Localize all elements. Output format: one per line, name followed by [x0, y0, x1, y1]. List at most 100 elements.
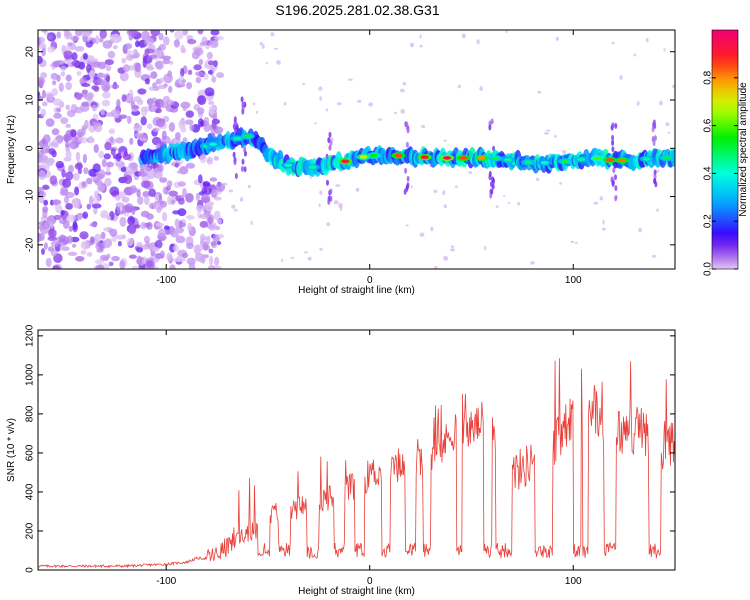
noise-cell: [319, 247, 323, 251]
noise-cell: [656, 208, 659, 212]
noise-cell: [198, 174, 203, 184]
noise-cell: [77, 136, 82, 143]
streak-cell: [611, 139, 615, 146]
noise-cell: [102, 91, 111, 99]
noise-cell: [163, 73, 173, 84]
ridge-hotspot-core: [359, 155, 368, 159]
noise-cell: [115, 234, 126, 240]
noise-cell: [357, 99, 362, 103]
noise-cell: [92, 163, 101, 173]
noise-cell: [40, 147, 50, 154]
noise-cell: [137, 134, 147, 139]
noise-cell: [140, 221, 147, 230]
noise-cell: [67, 42, 73, 47]
streak-cell: [488, 170, 492, 177]
noise-cell: [156, 49, 164, 58]
noise-cell: [105, 112, 115, 117]
noise-cell: [105, 75, 111, 83]
noise-cell: [574, 241, 578, 244]
noise-cell: [209, 177, 218, 182]
noise-cell: [98, 150, 105, 159]
noise-cell: [60, 71, 66, 77]
ridge-hotspot-core: [605, 158, 614, 162]
noise-cell: [79, 231, 89, 240]
noise-cell: [259, 41, 263, 46]
noise-cell: [663, 48, 666, 52]
noise-cell: [133, 124, 143, 132]
noise-cell: [65, 123, 71, 128]
noise-cell: [100, 108, 105, 116]
noise-cell: [140, 180, 151, 188]
noise-cell: [336, 102, 342, 106]
noise-cell: [59, 234, 66, 242]
noise-cell: [187, 222, 193, 232]
noise-cell: [95, 243, 106, 251]
noise-cell: [213, 210, 221, 221]
noise-cell: [152, 127, 160, 133]
noise-cell: [88, 57, 99, 63]
noise-cell: [168, 122, 176, 132]
noise-cell: [42, 184, 50, 190]
noise-cell: [82, 211, 89, 219]
ridge-hotspot-core: [308, 165, 317, 169]
noise-cell: [198, 58, 204, 66]
noise-cell: [76, 71, 82, 76]
noise-cell: [116, 98, 121, 108]
noise-cell: [200, 233, 206, 243]
noise-cell: [56, 107, 62, 113]
streak-cell: [406, 127, 410, 134]
noise-cell: [206, 235, 211, 245]
noise-cell: [207, 216, 213, 225]
bottom-ylabel: SNR (10 * v/v): [6, 418, 17, 482]
noise-cell: [405, 224, 409, 227]
bottom-xtick-label: 100: [565, 576, 582, 587]
noise-cell: [43, 199, 49, 206]
noise-cell: [98, 61, 107, 70]
noise-cell: [128, 89, 134, 98]
noise-cell: [333, 200, 339, 205]
noise-cell: [126, 30, 136, 37]
streak-cell: [403, 188, 407, 195]
noise-cell: [505, 30, 508, 34]
noise-cell: [154, 240, 163, 249]
noise-cell: [146, 213, 154, 220]
noise-cell: [43, 242, 48, 250]
noise-cell: [186, 242, 194, 250]
noise-cell: [166, 252, 173, 261]
streak-cell: [327, 137, 331, 144]
noise-cell: [197, 118, 204, 128]
streak-cell: [614, 195, 618, 202]
top-ytick-label: 20: [25, 46, 36, 58]
noise-cell: [129, 137, 134, 145]
noise-cell: [86, 203, 92, 210]
streak-cell: [406, 175, 410, 182]
noise-cell: [175, 132, 181, 140]
noise-cell: [66, 150, 72, 160]
ridge-hotspot-core: [504, 158, 513, 162]
top-xtick-label: -100: [156, 275, 176, 286]
noise-cell: [185, 162, 196, 169]
noise-cell: [120, 166, 127, 173]
noise-cell: [145, 260, 154, 269]
noise-cell: [97, 78, 105, 86]
noise-cell: [107, 50, 116, 59]
noise-cell: [81, 127, 86, 136]
noise-cell: [419, 34, 422, 39]
noise-cell: [126, 54, 134, 61]
noise-cell: [126, 115, 132, 124]
noise-cell: [228, 189, 234, 193]
noise-cell: [213, 156, 219, 161]
noise-cell: [128, 64, 134, 71]
streak-cell: [328, 131, 332, 138]
noise-cell: [602, 219, 605, 225]
streak-cell: [611, 180, 615, 187]
top-ytick-label: -20: [25, 237, 36, 252]
noise-cell: [214, 196, 222, 201]
bottom-ytick-label: 0: [25, 567, 36, 573]
noise-cell: [195, 76, 202, 84]
streak-cell: [490, 181, 493, 188]
streak-cell: [326, 179, 329, 186]
noise-cell: [72, 198, 79, 209]
noise-cell: [47, 46, 56, 53]
noise-cell: [75, 151, 81, 162]
